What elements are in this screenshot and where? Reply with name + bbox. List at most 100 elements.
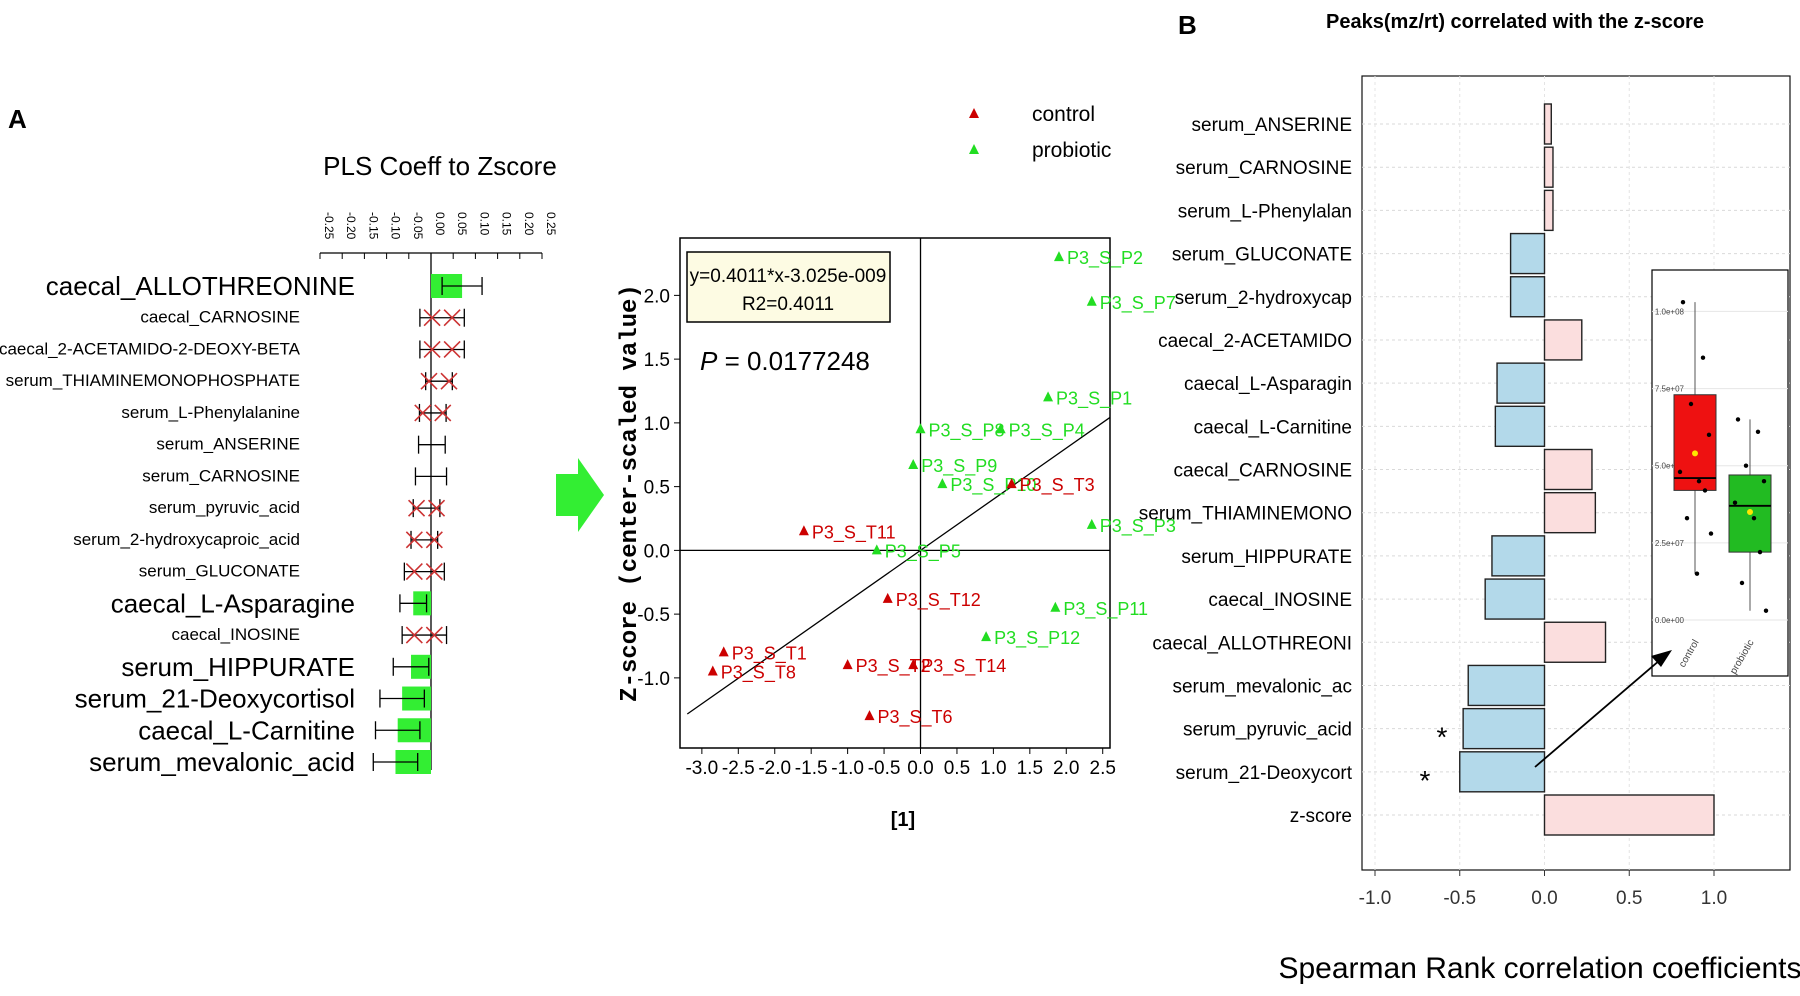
scatter-y-tick-label: 2.0 <box>644 286 670 307</box>
pls-tick-label: -0.15 <box>366 212 380 240</box>
spearman-bar <box>1543 794 1715 836</box>
scatter-point-probiotic <box>1043 391 1054 402</box>
inset-y-tick-label: 0.0e+00 <box>1655 616 1685 625</box>
spearman-bar <box>1509 276 1546 318</box>
inset-data-point <box>1684 515 1690 521</box>
pls-cross-marker <box>440 372 458 390</box>
pls-tick-label: -0.05 <box>411 212 425 240</box>
pls-cross-marker <box>434 404 452 422</box>
scatter-point-probiotic <box>908 458 919 469</box>
scatter-y-tick-label: 0.0 <box>644 541 670 562</box>
spearman-category-label: serum_HIPPURATE <box>1181 547 1352 568</box>
pls-tick-label: 0.05 <box>455 212 469 236</box>
pls-cross-marker <box>427 499 446 517</box>
scatter-x-tick-label: 2.5 <box>1090 758 1116 779</box>
panel-a-label: A <box>8 104 27 134</box>
scatter-x-tick-label: -3.0 <box>685 758 718 779</box>
inset-y-tick-label: 2.5e+07 <box>1655 539 1685 548</box>
pls-cross-marker <box>423 309 441 327</box>
scatter-y-tick-label: -1.0 <box>637 669 670 690</box>
spearman-x-tick-label: 0.0 <box>1531 888 1557 909</box>
spearman-bar <box>1484 578 1546 620</box>
pls-category-label: serum_GLUCONATE <box>139 562 300 581</box>
pls-cross-marker <box>443 309 461 327</box>
spearman-category-label: serum_THIAMINEMONO <box>1139 504 1352 525</box>
spearman-category-label: caecal_ALLOTHREONI <box>1152 633 1352 654</box>
scatter-point-label: P3_S_T2 <box>856 656 931 677</box>
scatter-point-label: P3_S_P12 <box>994 628 1080 649</box>
scatter-point-probiotic <box>1086 518 1097 529</box>
scatter-point-probiotic <box>1086 295 1097 306</box>
scatter-x-tick-label: 1.0 <box>980 758 1006 779</box>
scatter-point-control <box>882 592 893 603</box>
scatter-point-label: P3_S_T3 <box>1020 475 1095 496</box>
spearman-category-label: serum_2-hydroxycap <box>1175 288 1352 309</box>
scatter-point-label: P3_S_T12 <box>896 590 981 611</box>
pls-category-label: serum_21-Deoxycortisol <box>75 684 355 714</box>
scatter-x-tick-label: -2.0 <box>758 758 791 779</box>
inset-y-tick-label: 7.5e+07 <box>1655 385 1685 394</box>
inset-data-point <box>1706 432 1712 438</box>
scatter-x-tick-label: -1.5 <box>795 758 828 779</box>
significance-marker: * <box>1420 765 1431 796</box>
pls-category-label: caecal_INOSINE <box>172 625 301 644</box>
pls-cross-marker <box>425 626 443 644</box>
spearman-chart: Peaks(mz/rt) correlated with the z-score… <box>1139 11 1800 985</box>
scatter-point-control <box>707 665 718 676</box>
scatter-x-tick-label: 0.0 <box>907 758 933 779</box>
pls-cross-marker <box>405 626 423 644</box>
spearman-bar <box>1543 103 1552 145</box>
inset-data-point <box>1700 355 1706 360</box>
pls-cross-marker <box>414 404 432 422</box>
spearman-category-label: serum_21-Deoxycort <box>1176 763 1353 784</box>
scatter-x-tick-label: 1.5 <box>1017 758 1043 779</box>
scatter-x-tick-label: -1.0 <box>831 758 864 779</box>
pls-category-label: serum_ANSERINE <box>156 435 300 454</box>
scatter-ylabel: Z-score (center-scaled value) <box>617 284 644 702</box>
scatter-point-label: P3_S_T6 <box>877 707 952 728</box>
scatter-point-label: P3_S_P10 <box>950 475 1036 496</box>
scatter-point-probiotic <box>1053 251 1064 262</box>
scatter-point-label: P3_S_P3 <box>1100 516 1176 537</box>
inset-data-point <box>1743 463 1749 468</box>
scatter-x-tick-label: 2.0 <box>1053 758 1079 779</box>
inset-data-point <box>1732 500 1738 505</box>
spearman-x-tick-label: -1.0 <box>1359 888 1392 909</box>
scatter-point-label: P3_S_T11 <box>812 522 896 543</box>
scatter-y-tick-label: 1.5 <box>644 350 670 371</box>
p-value: = 0.0177248 <box>717 346 870 376</box>
pls-cross-marker <box>443 340 461 359</box>
pls-coeff-chart: PLS Coeff to Zscore -0.25 -0.20 -0.15 -0.10… <box>0 151 558 777</box>
pls-tick-label: 0.10 <box>477 212 491 236</box>
pls-cross-marker <box>405 531 423 549</box>
pls-category-label: serum_pyruvic_acid <box>149 498 300 517</box>
pls-category-label: caecal_L-Carnitine <box>138 715 355 745</box>
scatter-x-tick-label: -0.5 <box>868 758 901 779</box>
pls-category-label: caecal_ALLOTHREONINE <box>46 271 355 301</box>
spearman-category-label: serum_L-Phenylalan <box>1178 201 1352 222</box>
inset-data-point <box>1688 401 1694 407</box>
spearman-bar <box>1543 319 1583 361</box>
pls-cross-marker <box>420 372 438 390</box>
pls-category-label: caecal_CARNOSINE <box>140 308 300 327</box>
pls-tick-label: -0.25 <box>322 212 336 240</box>
spearman-bar <box>1543 491 1597 534</box>
pls-tick-label: 0.15 <box>500 212 514 236</box>
scatter-point-probiotic <box>915 423 926 434</box>
spearman-category-label: caecal_L-Carnitine <box>1194 417 1352 438</box>
scatter-point-label: P3_S_P4 <box>1009 420 1085 441</box>
scatter-point-label: P3_S_P11 <box>1063 599 1148 620</box>
inset-y-tick-label: 5.0e+07 <box>1655 462 1685 471</box>
scatter-point-label: P3_S_T8 <box>721 663 796 684</box>
pls-cross-marker <box>425 563 443 581</box>
arrow-to-inset-icon <box>1534 650 1672 768</box>
pls-category-label: serum_CARNOSINE <box>142 466 300 485</box>
inset-data-point <box>1708 531 1714 536</box>
scatter-point-label: P3_S_T14 <box>921 656 1006 677</box>
inset-box-control <box>1673 394 1717 491</box>
scatter-point-probiotic <box>995 423 1006 434</box>
pls-tick-label: 0.25 <box>544 212 558 236</box>
inset-data-point <box>1702 488 1708 493</box>
scatter-point-control <box>908 659 919 670</box>
